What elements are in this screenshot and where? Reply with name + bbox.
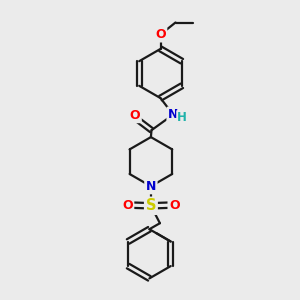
Text: N: N [168,108,178,121]
Text: O: O [169,199,180,212]
Text: H: H [177,111,187,124]
Text: O: O [130,109,140,122]
Text: N: N [146,180,156,193]
Text: O: O [155,28,166,41]
Text: O: O [122,199,133,212]
Text: S: S [146,198,156,213]
